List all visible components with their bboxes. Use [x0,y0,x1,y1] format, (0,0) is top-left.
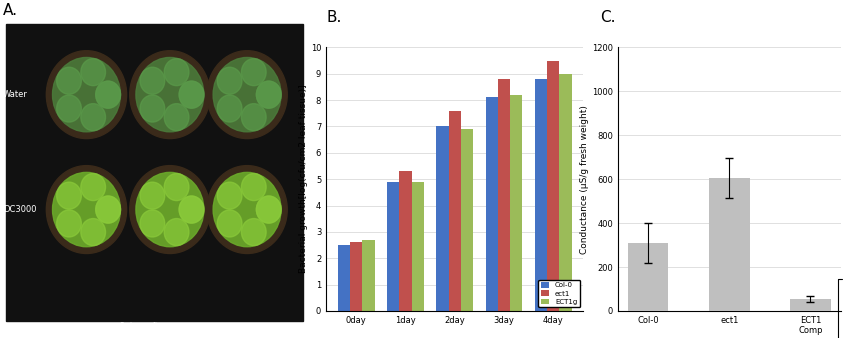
Circle shape [46,51,127,139]
Circle shape [164,219,189,246]
Circle shape [57,210,82,237]
Circle shape [257,81,281,108]
Circle shape [140,182,165,209]
Circle shape [136,57,204,132]
Circle shape [96,81,120,108]
Circle shape [207,51,287,139]
Y-axis label: Bacterial growth[log(cfu/cm2 leaf tissue)]: Bacterial growth[log(cfu/cm2 leaf tissue… [299,85,308,273]
Text: 3 days after spray: 3 days after spray [119,322,190,331]
Text: C.: C. [601,10,616,25]
Bar [511,95,523,311]
Bar [350,242,362,311]
Bar [559,74,571,311]
Circle shape [57,95,82,122]
Text: Water: Water [3,90,28,99]
Circle shape [257,81,281,108]
Text: Col-0: Col-0 [76,3,96,12]
Circle shape [241,173,266,200]
Circle shape [96,196,120,223]
Bar [412,182,424,311]
Bar [790,299,831,311]
Circle shape [257,196,281,223]
Circle shape [241,58,266,86]
Circle shape [130,51,210,139]
Circle shape [52,172,120,247]
Circle shape [52,57,120,132]
Text: DC3000: DC3000 [3,205,37,214]
Bar [709,178,750,311]
Circle shape [217,95,242,122]
Circle shape [179,196,204,223]
Circle shape [257,196,281,223]
Bar [338,245,350,311]
Bar [6,24,303,321]
Circle shape [57,182,82,209]
Circle shape [213,172,281,247]
Text: ECT1g: ECT1g [235,3,259,12]
Legend: Col-0, ect1, ECT1g: Col-0, ect1, ECT1g [538,280,580,308]
Circle shape [241,219,266,246]
Bar [436,126,449,311]
Y-axis label: Conductance (μS/g fresh weight): Conductance (μS/g fresh weight) [580,105,589,254]
Bar [535,79,547,311]
Text: B.: B. [326,10,341,25]
Bar [498,79,511,311]
Circle shape [140,95,165,122]
Text: A.: A. [3,3,18,18]
Circle shape [217,182,242,209]
Circle shape [140,210,165,237]
Circle shape [130,166,210,254]
Circle shape [81,219,106,246]
Circle shape [217,210,242,237]
Circle shape [57,67,82,94]
Circle shape [179,196,204,223]
Bar [399,171,412,311]
Circle shape [179,81,204,108]
Circle shape [136,172,204,247]
Bar [387,182,399,311]
Circle shape [164,173,189,200]
Circle shape [217,67,242,94]
Bar [486,97,498,311]
Circle shape [164,104,189,131]
Bar [449,111,461,311]
Circle shape [241,104,266,131]
Circle shape [96,196,120,223]
Circle shape [81,104,106,131]
Bar [547,61,559,311]
Bar [362,240,375,311]
Circle shape [213,57,281,132]
Circle shape [46,166,127,254]
Bar [461,129,474,311]
Circle shape [96,81,120,108]
Text: ect1: ect1 [161,3,178,12]
Circle shape [81,58,106,86]
Circle shape [179,81,204,108]
Circle shape [164,58,189,86]
Circle shape [207,166,287,254]
Circle shape [140,67,165,94]
Circle shape [81,173,106,200]
Bar [628,243,668,311]
